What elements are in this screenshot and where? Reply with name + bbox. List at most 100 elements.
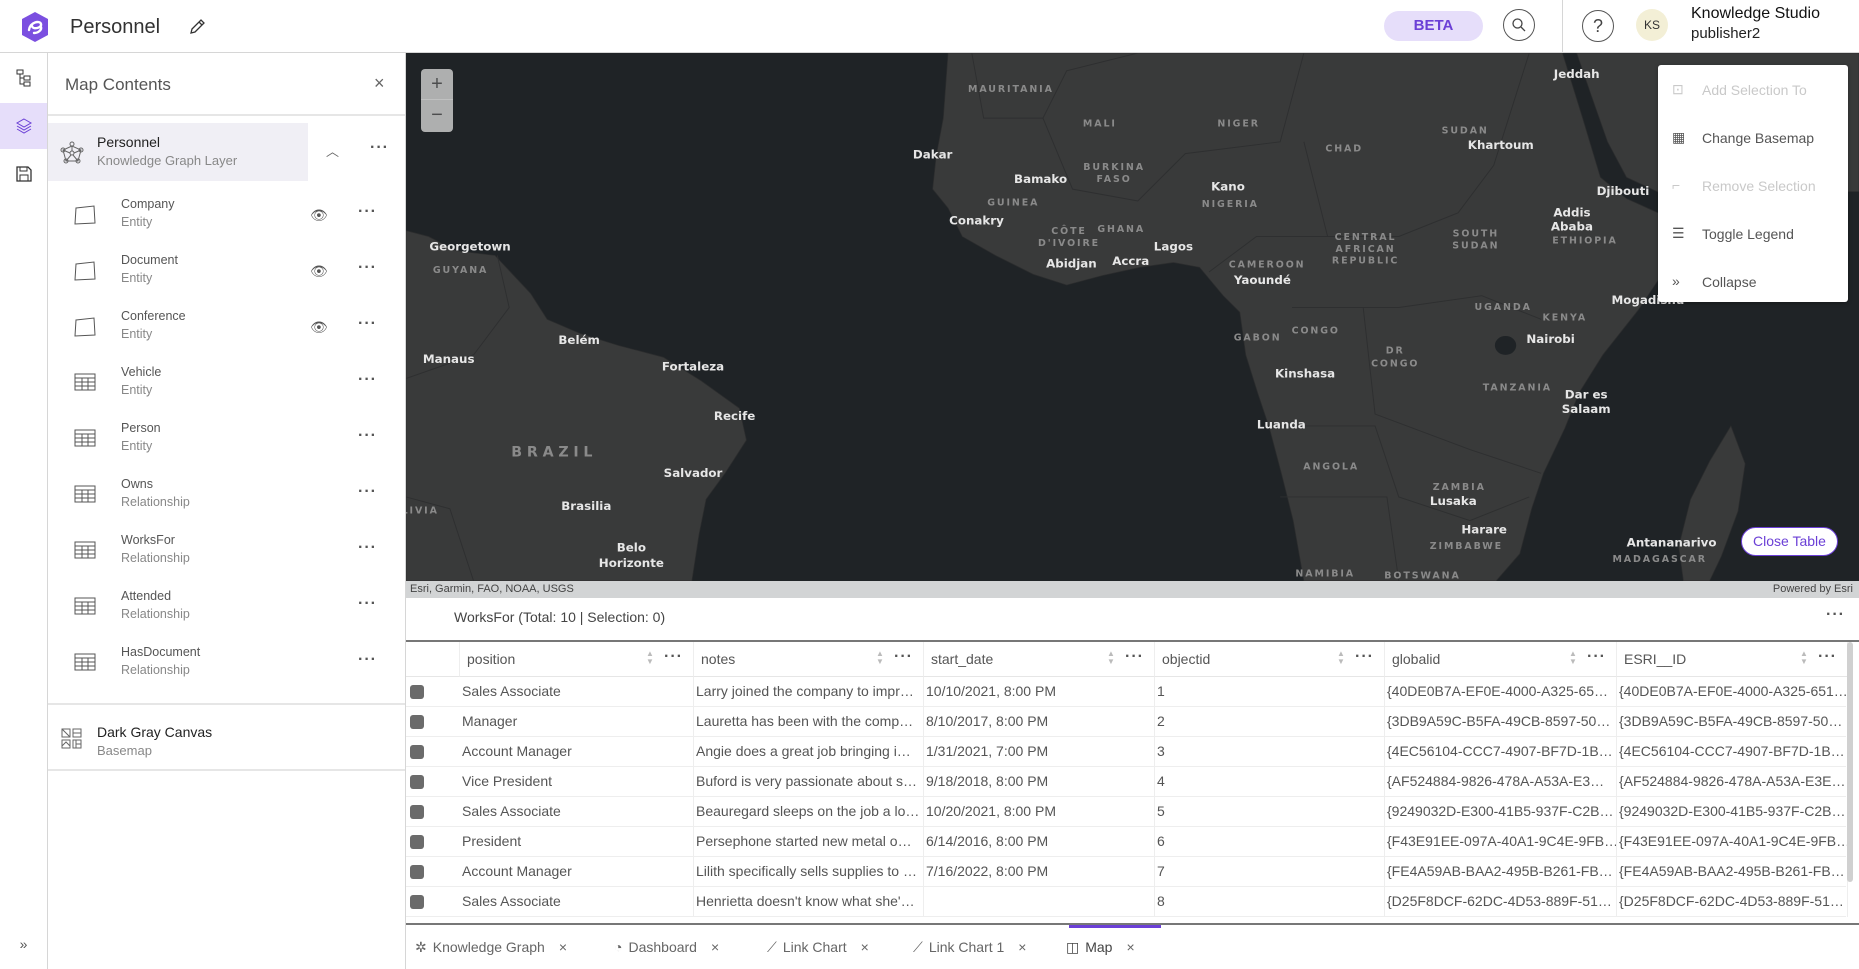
layer-item-worksfor[interactable]: WorksFor Relationship ··· xyxy=(48,525,405,581)
tab-link-chart[interactable]: ⟋ Link Chart × xyxy=(767,925,869,969)
rail-graph-explorer-button[interactable] xyxy=(0,55,47,101)
table-row[interactable]: President Persephone started new metal o…… xyxy=(406,827,1848,857)
visibility-toggle[interactable]: 👁 xyxy=(310,263,328,280)
column-menu-button[interactable]: ··· xyxy=(1125,648,1144,665)
row-checkbox[interactable] xyxy=(410,715,424,729)
sort-icon[interactable]: ▲ ▼ xyxy=(1337,649,1345,666)
table-row[interactable]: Account Manager Lilith specifically sells… xyxy=(406,857,1848,887)
search-button[interactable] xyxy=(1503,9,1535,41)
menu-item-change-basemap[interactable]: ▦ Change Basemap xyxy=(1658,115,1848,163)
layer-item-conference[interactable]: Conference Entity 👁 ··· xyxy=(48,301,405,357)
layer-more-button[interactable]: ··· xyxy=(358,371,377,389)
tab-knowledge-graph[interactable]: ✲ Knowledge Graph × xyxy=(415,925,567,969)
attribution-text[interactable]: Esri, Garmin, FAO, NOAA, USGS xyxy=(410,583,574,595)
row-checkbox[interactable] xyxy=(410,865,424,879)
close-tab-button[interactable]: × xyxy=(558,939,567,955)
table-row[interactable]: Vice President Buford is very passionate … xyxy=(406,767,1848,797)
layer-more-button[interactable]: ··· xyxy=(358,203,377,221)
map-view[interactable]: MAURITANIA MALI NIGER SUDAN CHAD BURKINA FASO G… xyxy=(406,53,1859,598)
group-name: Personnel xyxy=(97,134,161,150)
column-header-notes[interactable]: notes ▲ ▼ ··· xyxy=(694,642,924,677)
sort-icon[interactable]: ▲ ▼ xyxy=(1569,649,1577,666)
collapse-group-button[interactable]: ︿ xyxy=(326,141,339,160)
table-row-partial[interactable] xyxy=(406,917,1846,923)
column-menu-button[interactable]: ··· xyxy=(894,648,913,665)
close-tab-button[interactable]: × xyxy=(1126,939,1135,955)
layer-item-document[interactable]: Document Entity 👁 ··· xyxy=(48,245,405,301)
close-tab-button[interactable]: × xyxy=(710,939,720,955)
column-header-esri__id[interactable]: ESRI__ID ▲ ▼ ··· xyxy=(1617,642,1848,677)
column-header-position[interactable]: position ▲ ▼ ··· xyxy=(460,642,694,677)
menu-item-collapse[interactable]: » Collapse xyxy=(1658,259,1848,307)
close-panel-button[interactable]: × xyxy=(374,73,385,94)
column-menu-button[interactable]: ··· xyxy=(1587,648,1606,665)
layer-more-button[interactable]: ··· xyxy=(358,427,377,445)
layer-item-hasdocument[interactable]: HasDocument Relationship ··· xyxy=(48,637,405,693)
table-row[interactable]: Manager Lauretta has been with the comp… 8… xyxy=(406,707,1848,737)
zoom-in-button[interactable]: + xyxy=(421,69,453,100)
layer-item-company[interactable]: Company Entity 👁 ··· xyxy=(48,189,405,245)
close-tab-button[interactable]: × xyxy=(1018,939,1027,955)
visibility-toggle[interactable]: 👁 xyxy=(310,207,328,224)
row-checkbox[interactable] xyxy=(410,775,424,789)
select-column-header xyxy=(406,642,460,677)
table-row[interactable]: Sales Associate Beauregard sleeps on the … xyxy=(406,797,1848,827)
country-label: CONGO xyxy=(1371,359,1419,370)
help-button[interactable]: ? xyxy=(1582,10,1614,42)
group-more-button[interactable]: ··· xyxy=(370,139,389,157)
layer-group-personnel[interactable]: Personnel Knowledge Graph Layer xyxy=(48,123,308,181)
basemap-row[interactable]: Dark Gray Canvas Basemap xyxy=(48,711,405,771)
close-table-button[interactable]: Close Table xyxy=(1741,527,1838,556)
table-row[interactable]: Sales Associate Larry joined the company … xyxy=(406,677,1848,707)
column-header-objectid[interactable]: objectid ▲ ▼ ··· xyxy=(1155,642,1385,677)
rail-layers-button[interactable] xyxy=(0,103,47,149)
row-checkbox[interactable] xyxy=(410,685,424,699)
layer-more-button[interactable]: ··· xyxy=(358,483,377,501)
app-logo-icon[interactable] xyxy=(20,11,50,43)
row-checkbox[interactable] xyxy=(410,805,424,819)
menu-item-add-selection-to[interactable]: ⊡ Add Selection To xyxy=(1658,67,1848,115)
table-scrollbar[interactable] xyxy=(1847,642,1853,882)
table-more-button[interactable]: ··· xyxy=(1826,606,1845,624)
menu-item-remove-selection[interactable]: ⌐ Remove Selection xyxy=(1658,163,1848,211)
beta-badge[interactable]: BETA xyxy=(1384,11,1483,41)
layer-more-button[interactable]: ··· xyxy=(358,259,377,277)
pencil-icon[interactable] xyxy=(188,18,206,36)
row-checkbox[interactable] xyxy=(410,835,424,849)
menu-item-toggle-legend[interactable]: ☰ Toggle Legend xyxy=(1658,211,1848,259)
column-menu-button[interactable]: ··· xyxy=(664,648,683,665)
row-checkbox[interactable] xyxy=(410,895,424,909)
visibility-toggle[interactable]: 👁 xyxy=(310,319,328,336)
sort-icon[interactable]: ▲ ▼ xyxy=(1107,649,1115,666)
powered-by-esri[interactable]: Powered by Esri xyxy=(1772,583,1853,595)
rail-save-button[interactable] xyxy=(0,151,47,197)
cell-notes: Henrietta doesn't know what she'… xyxy=(694,887,924,917)
layer-more-button[interactable]: ··· xyxy=(358,595,377,613)
tab-dashboard[interactable]: ◔ Dashboard × xyxy=(614,925,719,969)
layer-item-person[interactable]: Person Entity ··· xyxy=(48,413,405,469)
layer-item-owns[interactable]: Owns Relationship ··· xyxy=(48,469,405,525)
sort-icon[interactable]: ▲ ▼ xyxy=(1800,649,1808,666)
table-row[interactable]: Account Manager Angie does a great job br… xyxy=(406,737,1848,767)
column-header-start_date[interactable]: start_date ▲ ▼ ··· xyxy=(924,642,1155,677)
close-tab-button[interactable]: × xyxy=(860,939,869,955)
column-header-globalid[interactable]: globalid ▲ ▼ ··· xyxy=(1385,642,1617,677)
layer-more-button[interactable]: ··· xyxy=(358,651,377,669)
layer-more-button[interactable]: ··· xyxy=(358,539,377,557)
layer-more-button[interactable]: ··· xyxy=(358,315,377,333)
expand-rail-button[interactable]: » xyxy=(0,921,47,967)
zoom-out-button[interactable]: − xyxy=(421,100,453,131)
country-label: KENYA xyxy=(1543,313,1588,324)
tab-map[interactable]: ◫ Map × xyxy=(1066,925,1135,969)
layer-item-vehicle[interactable]: Vehicle Entity ··· xyxy=(48,357,405,413)
layer-item-attended[interactable]: Attended Relationship ··· xyxy=(48,581,405,637)
column-menu-button[interactable]: ··· xyxy=(1355,648,1374,665)
tab-link-chart-1[interactable]: ⟋ Link Chart 1 × xyxy=(913,925,1026,969)
column-menu-button[interactable]: ··· xyxy=(1818,648,1837,665)
avatar[interactable]: KS xyxy=(1636,9,1668,41)
sort-icon[interactable]: ▲ ▼ xyxy=(646,649,654,666)
sort-icon[interactable]: ▲ ▼ xyxy=(876,649,884,666)
row-checkbox[interactable] xyxy=(410,745,424,759)
table-row[interactable]: Sales Associate Henrietta doesn't know wh… xyxy=(406,887,1848,917)
